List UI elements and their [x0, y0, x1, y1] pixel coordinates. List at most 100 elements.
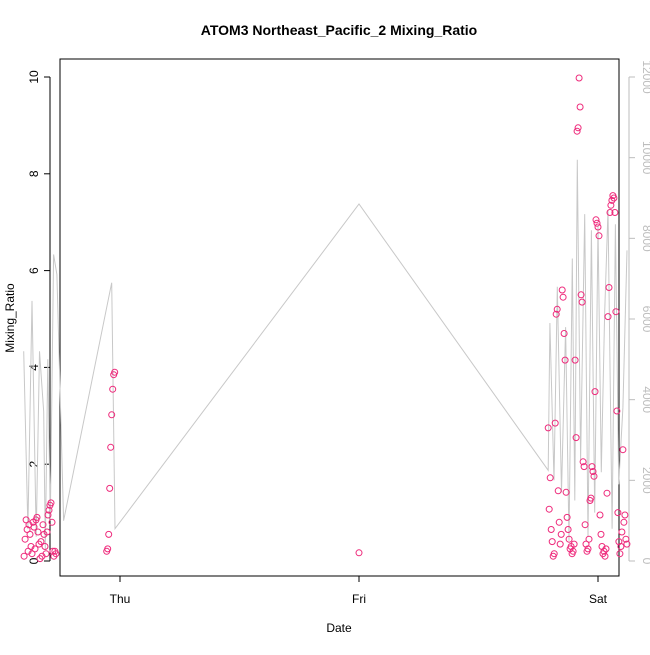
- data-point: [613, 407, 621, 415]
- y2-tick-label: 0: [640, 558, 650, 565]
- data-point: [606, 209, 614, 216]
- data-point: [602, 545, 610, 553]
- data-point: [590, 472, 598, 480]
- data-point: [547, 526, 555, 533]
- data-point: [604, 313, 612, 321]
- y-tick-label: 6: [27, 267, 41, 274]
- data-point: [33, 513, 41, 521]
- data-point: [584, 545, 592, 553]
- data-point: [550, 550, 558, 558]
- data-point: [610, 194, 618, 202]
- data-point: [618, 528, 626, 536]
- data-point: [605, 284, 613, 291]
- data-point: [614, 509, 622, 517]
- x-tick-label: Sat: [589, 592, 608, 606]
- data-point: [554, 487, 562, 495]
- data-point: [592, 216, 600, 224]
- data-point: [559, 293, 567, 301]
- plot-frame: [59, 58, 620, 577]
- line-layer: [23, 159, 628, 549]
- data-point: [544, 424, 552, 432]
- data-point: [563, 513, 571, 521]
- data-point: [558, 286, 566, 294]
- data-point: [578, 298, 586, 306]
- data-point: [26, 530, 34, 538]
- data-point: [31, 545, 39, 553]
- y-tick-label: 2: [27, 461, 41, 468]
- data-point: [30, 523, 38, 531]
- data-point: [107, 443, 115, 451]
- data-point: [565, 535, 573, 543]
- data-point: [552, 310, 560, 318]
- y-tick-label: 8: [27, 170, 41, 177]
- data-point: [570, 540, 578, 548]
- data-point: [39, 521, 47, 529]
- data-point: [589, 468, 597, 475]
- data-point: [576, 103, 584, 111]
- data-point: [109, 385, 117, 393]
- data-point: [611, 209, 619, 216]
- data-point: [616, 550, 624, 558]
- data-point: [587, 494, 595, 502]
- data-point: [43, 528, 51, 536]
- data-point: [548, 538, 556, 546]
- data-point: [556, 540, 564, 548]
- data-point: [106, 484, 114, 492]
- data-point: [620, 518, 628, 526]
- data-point: [37, 538, 45, 546]
- data-point: [569, 547, 577, 555]
- data-point: [597, 530, 605, 538]
- y-tick-label: 0: [27, 557, 41, 564]
- x-axis-label: Date: [326, 621, 352, 635]
- data-point: [621, 511, 629, 519]
- y2-tick-label: 4000: [640, 386, 650, 413]
- data-point: [579, 458, 587, 466]
- data-point: [588, 463, 596, 471]
- y2-tick-label: 12000: [640, 60, 650, 94]
- data-point: [595, 232, 603, 240]
- data-point: [601, 552, 609, 560]
- data-point: [52, 550, 60, 558]
- data-point: [596, 511, 604, 519]
- data-point: [594, 223, 602, 231]
- y2-tick-label: 6000: [640, 306, 650, 333]
- data-point: [108, 411, 116, 419]
- y2-tick-label: 10000: [640, 141, 650, 175]
- data-point: [45, 506, 53, 514]
- data-point: [355, 549, 363, 557]
- chart-title: ATOM3 Northeast_Pacific_2 Mixing_Ratio: [201, 22, 477, 38]
- data-point: [34, 528, 42, 536]
- data-point: [557, 530, 565, 538]
- series-line: [23, 159, 628, 549]
- data-point: [573, 127, 581, 135]
- y-axis-label: Mixing_Ratio: [3, 283, 17, 353]
- data-point: [591, 388, 599, 396]
- data-point: [593, 219, 601, 227]
- data-point: [560, 330, 568, 337]
- data-point: [561, 356, 569, 364]
- data-point: [551, 419, 559, 427]
- data-point: [571, 356, 579, 364]
- data-point: [612, 308, 620, 316]
- data-point: [111, 368, 119, 376]
- data-point: [48, 518, 56, 526]
- x-tick-label: Thu: [110, 592, 131, 606]
- data-point: [105, 530, 113, 538]
- data-point: [617, 543, 625, 550]
- data-point: [603, 489, 611, 497]
- data-point: [553, 305, 561, 313]
- axis-layer: 0 2 4 6 8 10 0 2000 4000 6000 8000 10000 12000 Thu Fri…: [27, 60, 650, 606]
- data-point: [622, 535, 630, 543]
- data-point: [577, 291, 585, 299]
- data-point: [580, 463, 588, 471]
- data-point: [572, 434, 580, 442]
- data-point: [545, 505, 553, 513]
- data-point: [619, 446, 627, 454]
- data-point: [623, 540, 631, 548]
- data-point: [581, 521, 589, 529]
- data-point: [104, 545, 112, 553]
- data-point: [575, 74, 583, 82]
- data-point: [47, 499, 55, 507]
- x-tick-label: Fri: [352, 592, 366, 606]
- data-point: [21, 535, 29, 543]
